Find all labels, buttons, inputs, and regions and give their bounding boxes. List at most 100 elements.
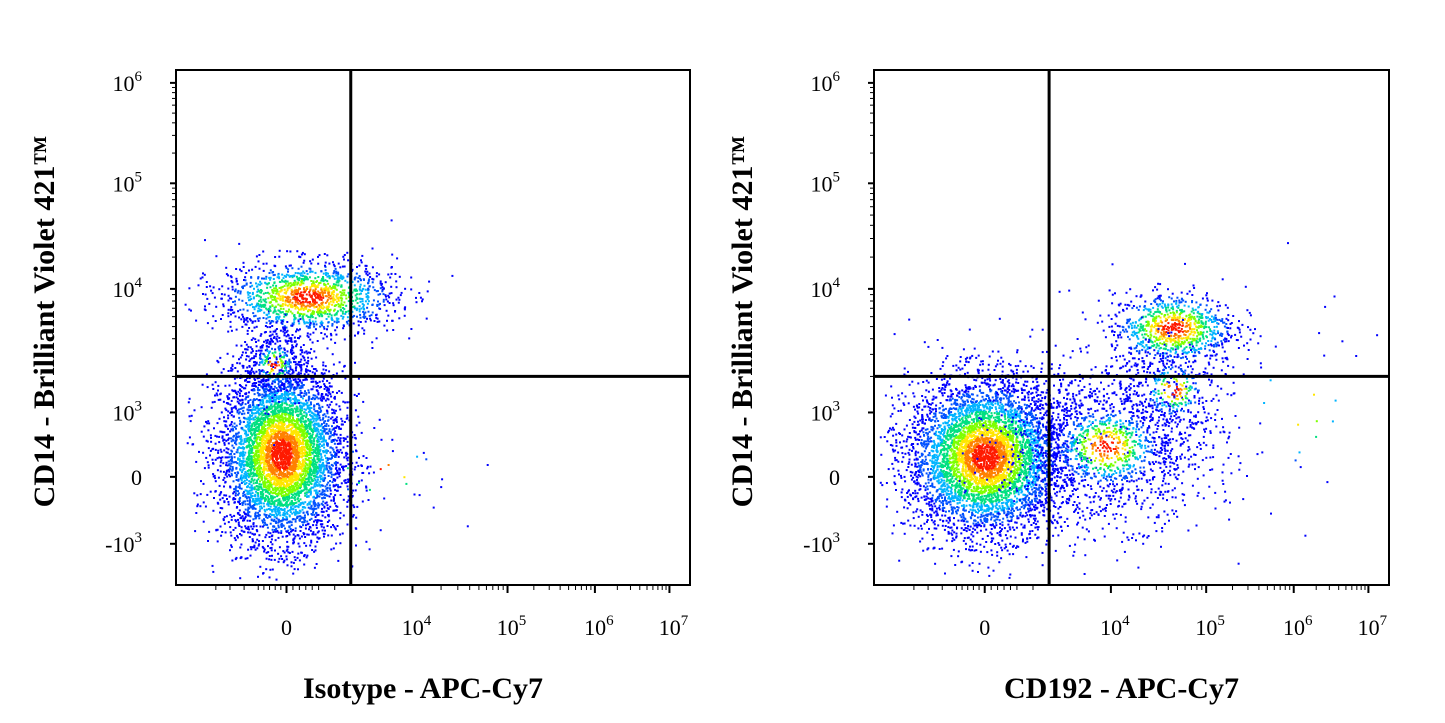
event-dot: [286, 444, 289, 447]
event-dot: [327, 406, 330, 409]
event-dot: [291, 445, 294, 448]
event-dot: [303, 514, 306, 517]
event-dot: [246, 557, 249, 560]
event-dot: [285, 555, 288, 558]
event-dot: [323, 397, 326, 400]
event-dot: [235, 435, 238, 438]
event-dot: [226, 395, 229, 398]
event-dot: [232, 435, 235, 438]
event-dot: [294, 535, 297, 538]
event-dot: [251, 401, 254, 404]
event-dot: [248, 445, 251, 448]
event-dot: [311, 513, 314, 516]
event-dot: [288, 457, 291, 460]
event-dot: [268, 406, 271, 409]
event-dot: [315, 526, 318, 529]
event-dot: [241, 398, 244, 401]
event-dot: [252, 417, 255, 420]
event-dot: [317, 385, 320, 387]
event-dot: [290, 435, 293, 438]
event-dot: [299, 515, 302, 518]
event-dot: [264, 490, 267, 493]
event-dot: [330, 473, 333, 476]
event-dot: [257, 393, 260, 396]
event-dot: [290, 524, 293, 527]
event-dot: [227, 503, 230, 506]
event-dot: [270, 513, 273, 516]
event-dot: [288, 525, 291, 528]
event-dot: [302, 438, 305, 441]
event-dot: [215, 392, 218, 395]
event-dot: [335, 416, 338, 419]
event-dot: [317, 502, 320, 505]
event-dot: [238, 446, 241, 449]
event-dot: [258, 486, 261, 489]
event-dot: [321, 418, 324, 421]
event-dot: [264, 416, 267, 419]
event-dot: [227, 448, 230, 451]
event-dot: [338, 427, 341, 430]
event-dot: [261, 446, 264, 449]
event-dot: [342, 400, 345, 403]
event-dot: [218, 456, 221, 459]
event-dot: [335, 489, 338, 492]
event-dot: [244, 425, 247, 428]
event-dot: [288, 552, 291, 554]
event-dot: [312, 420, 315, 423]
event-dot: [260, 449, 262, 452]
event-dot: [305, 556, 308, 559]
event-dot: [295, 449, 298, 451]
event-dot: [322, 510, 325, 513]
event-dot: [254, 541, 257, 544]
event-dot: [302, 454, 305, 457]
event-dot: [280, 530, 283, 533]
event-dot: [322, 361, 325, 364]
event-dot: [286, 385, 289, 388]
event-dot: [225, 451, 228, 454]
event-dot: [246, 439, 249, 442]
event-dot: [330, 499, 333, 502]
event-dot: [240, 435, 242, 438]
event-dot: [261, 493, 264, 496]
event-dot: [266, 481, 269, 484]
event-dot: [226, 402, 229, 404]
event-dot: [305, 488, 308, 491]
event-dot: [290, 561, 293, 564]
event-dot: [326, 486, 329, 489]
event-dot: [289, 473, 291, 476]
event-dot: [247, 464, 250, 467]
event-dot: [307, 483, 310, 486]
event-dot: [346, 505, 349, 508]
event-dot: [291, 334, 294, 336]
event-dot: [278, 490, 281, 493]
event-dot: [275, 473, 278, 476]
event-dot: [335, 504, 338, 507]
event-dot: [277, 398, 280, 401]
event-dot: [331, 408, 334, 411]
event-dot: [300, 502, 303, 505]
event-dot: [306, 554, 309, 557]
event-dot: [287, 397, 290, 400]
event-dot: [219, 470, 222, 473]
event-dot: [248, 439, 251, 442]
event-dot: [295, 369, 297, 372]
event-dot: [237, 478, 240, 481]
event-dot: [286, 530, 288, 533]
event-dot: [220, 371, 223, 374]
event-dot: [328, 495, 331, 498]
event-dot: [247, 455, 250, 458]
event-dot: [326, 525, 329, 527]
event-dot: [223, 442, 226, 444]
event-dot: [278, 520, 281, 523]
event-dot: [296, 439, 299, 442]
event-dot: [255, 350, 258, 353]
event-dot: [320, 477, 323, 480]
event-dot: [254, 468, 257, 470]
event-dot: [236, 411, 239, 414]
event-dot: [300, 369, 303, 372]
event-dot: [310, 451, 313, 454]
event-dot: [223, 449, 226, 452]
event-dot: [276, 493, 279, 496]
event-dot: [315, 385, 318, 388]
event-dot: [295, 510, 297, 513]
